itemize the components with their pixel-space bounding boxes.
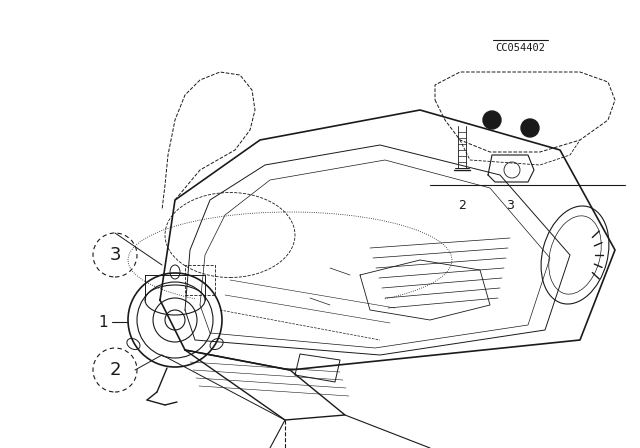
- Circle shape: [521, 119, 539, 137]
- Text: CC054402: CC054402: [495, 43, 545, 53]
- Text: 3: 3: [506, 198, 514, 211]
- Text: 2: 2: [458, 198, 466, 211]
- Text: 2: 2: [109, 361, 121, 379]
- Circle shape: [483, 111, 501, 129]
- Text: 3: 3: [109, 246, 121, 264]
- Text: 1: 1: [99, 314, 108, 329]
